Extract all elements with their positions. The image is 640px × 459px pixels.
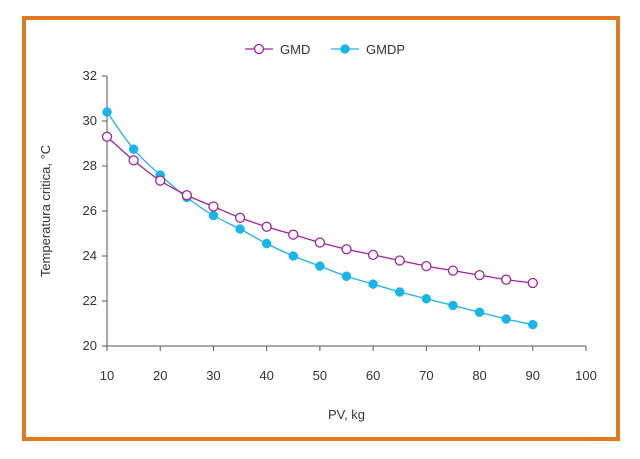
data-point-gmd: [501, 274, 512, 285]
data-point-gmd: [181, 190, 192, 201]
x-tick-label: 20: [153, 368, 167, 383]
data-point-gmd: [447, 265, 459, 276]
x-tick-label: 80: [472, 368, 486, 383]
data-point-gmd: [527, 277, 538, 289]
data-point-gmd: [261, 221, 272, 232]
data-point-gmd: [288, 229, 299, 240]
series-line-gmd: [106, 136, 533, 284]
x-tick-label: 40: [259, 368, 273, 383]
data-point-gmdp: [208, 210, 219, 221]
y-tick-label: 28: [83, 158, 97, 173]
data-point-gmdp: [315, 261, 325, 271]
y-tick-label: 20: [83, 338, 97, 353]
data-point-gmd: [155, 175, 166, 186]
y-tick-label: 26: [83, 203, 97, 218]
data-point-gmdp: [261, 238, 272, 249]
x-tick-label: 100: [575, 368, 597, 383]
x-tick-label: 60: [366, 368, 380, 383]
data-point-gmd: [101, 131, 113, 142]
y-tick-label: 22: [83, 293, 97, 308]
data-point-gmd: [367, 249, 379, 261]
series-line-gmdp: [106, 111, 533, 326]
legend-marker-gmdp: [340, 44, 350, 54]
y-axis-title: Temperatura critica, °C: [38, 145, 53, 277]
x-tick-label: 10: [100, 368, 114, 383]
data-point-gmdp: [528, 319, 538, 330]
data-point-gmdp: [128, 144, 139, 154]
data-point-gmd: [314, 237, 326, 248]
x-tick-label: 50: [313, 368, 327, 383]
x-axis-title: PV, kg: [328, 407, 365, 422]
y-tick-label: 30: [83, 113, 97, 128]
y-tick-label: 24: [83, 248, 97, 263]
x-tick-label: 90: [526, 368, 540, 383]
x-tick-label: 30: [206, 368, 220, 383]
data-point-gmdp: [368, 279, 378, 289]
data-point-gmd: [128, 155, 139, 166]
data-point-gmd: [234, 212, 246, 223]
data-point-gmd: [341, 244, 352, 255]
chart-frame: GMD GMDP 20 22 24 26 28 30 32 10 20 30 40 50 60 70 80 90…: [22, 16, 620, 441]
plot-area: [101, 107, 538, 330]
data-point-gmd: [394, 255, 405, 266]
data-point-gmdp: [102, 107, 112, 117]
data-point-gmdp: [394, 287, 405, 297]
legend-marker-gmd: [253, 43, 265, 55]
legend-label-gmd: GMD: [280, 42, 310, 57]
data-point-gmdp: [235, 224, 245, 234]
data-point-gmd: [474, 269, 485, 281]
legend: GMD GMDP: [245, 42, 405, 57]
data-point-gmd: [208, 201, 219, 212]
data-point-gmdp: [501, 314, 511, 324]
data-point-gmdp: [421, 294, 432, 304]
data-point-gmdp: [474, 307, 485, 317]
data-point-gmd: [421, 260, 432, 272]
data-point-gmdp: [448, 300, 458, 311]
y-tick-label: 32: [83, 68, 97, 83]
legend-label-gmdp: GMDP: [366, 42, 405, 57]
data-point-gmdp: [288, 251, 299, 261]
x-tick-label: 70: [419, 368, 433, 383]
data-point-gmdp: [341, 271, 352, 281]
